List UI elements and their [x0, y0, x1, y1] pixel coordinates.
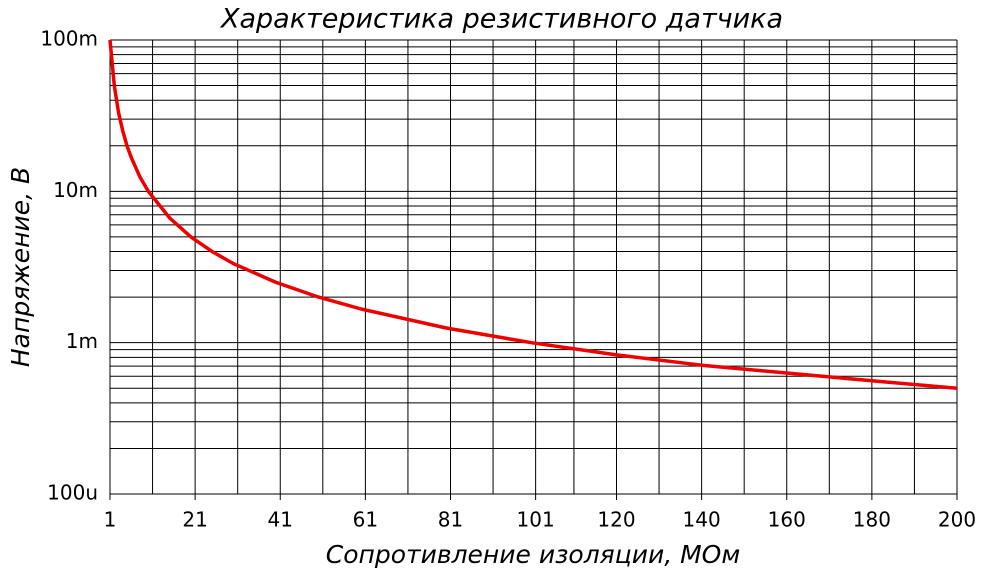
- x-tick-label: 41: [268, 508, 293, 532]
- x-tick-label: 21: [182, 508, 207, 532]
- x-axis-label: Сопротивление изоляции, МОм: [326, 540, 740, 569]
- x-tick-label: 120: [597, 508, 635, 532]
- y-tick-label: 10m: [53, 178, 98, 202]
- x-tick-label: 81: [438, 508, 463, 532]
- chart-title: Характеристика резистивного датчика: [219, 4, 783, 35]
- data-line: [108, 39, 958, 390]
- y-tick-label: 1m: [66, 329, 98, 353]
- x-tick-label: 61: [353, 508, 378, 532]
- x-tick-label: 101: [517, 508, 555, 532]
- y-axis-label: Напряжение, В: [6, 167, 35, 367]
- x-tick-label: 180: [853, 508, 891, 532]
- x-tick-label: 200: [938, 508, 976, 532]
- x-tick-label: 1: [104, 508, 117, 532]
- x-tick-label: 140: [683, 508, 721, 532]
- y-tick-label: 100u: [47, 481, 98, 505]
- x-tick-label: 160: [768, 508, 806, 532]
- y-tick-label: 100m: [40, 27, 98, 51]
